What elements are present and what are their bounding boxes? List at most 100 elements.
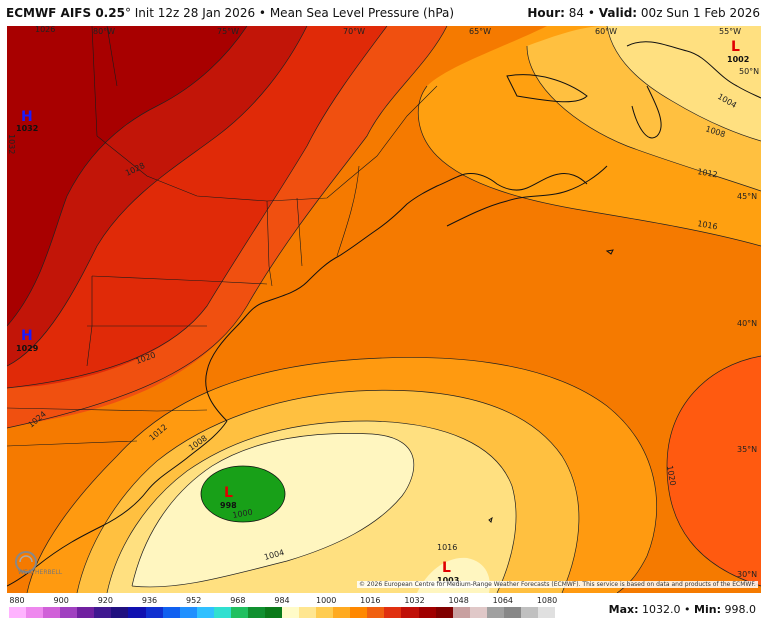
colorbar-swatch [60,607,78,618]
low-value: 998 [220,501,237,510]
pressure-colorbar [9,607,555,618]
contour-label: 1026 [35,26,55,34]
coastline-east [205,173,588,422]
low-symbol: L [442,560,451,576]
colorbar-swatch [213,607,231,618]
lat-label-35n: 35°N [737,445,757,454]
valid-info: Hour: 84 • Valid: 00z Sun 1 Feb 2026 [527,6,760,20]
isobar-1020 [7,26,448,429]
colorbar-swatch [435,607,453,618]
contour-label: 1012 [697,167,719,179]
coastline-nova-scotia [446,165,608,227]
lat-label-30n: 30°N [737,570,757,579]
colorbar-swatch [367,607,385,618]
map-canvas: 80°W 75°W 70°W 65°W 60°W 55°W 50°N 45°N … [7,26,761,593]
colorbar-tick-label: 1000 [315,596,337,605]
colorbar-swatch [162,607,180,618]
colorbar-tick-label: 920 [97,596,113,605]
max-value: 1032.0 [642,603,681,616]
colorbar-swatch [264,607,282,618]
colorbar-swatch [230,607,248,618]
isobar-1028 [7,26,308,367]
colorbar-tick-label: 952 [186,596,202,605]
isobar-s-1004 [131,433,415,588]
coastline-sable [605,249,614,255]
weatherbell-logo: WEATHERBELL [15,551,63,576]
low-center: L 1003 [437,560,459,585]
model-name: ECMWF AIFS 0.25 [6,6,125,20]
min-value: 998.0 [724,603,757,616]
colorbar-tick-label: 1064 [492,596,514,605]
pressure-map[interactable]: 80°W 75°W 70°W 65°W 60°W 55°W 50°N 45°N … [7,26,761,593]
isobar-ne-1008 [526,45,761,192]
isobar-1024 [7,26,388,389]
border-state-3 [7,407,208,412]
valid-label: Valid: [598,6,638,20]
lon-label-65w: 65°W [469,27,491,36]
low-value: 1002 [727,55,749,64]
colorbar-tick-label: 968 [230,596,246,605]
colorbar-swatch [196,607,214,618]
lon-label-60w: 60°W [595,27,617,36]
colorbar-swatch [77,607,95,618]
contour-label: 1032 [7,134,16,154]
contour-label: 1016 [437,543,457,552]
border-state-5 [86,276,93,367]
lat-label-50n: 50°N [739,67,759,76]
coastline-bermuda [488,516,493,523]
title-separator: • [258,6,266,20]
colorbar-swatch [316,607,334,618]
high-symbol: H [21,328,33,344]
isobar-s-1008 [106,420,517,593]
lon-label-75w: 75°W [217,27,239,36]
colorbar-tick-label: 880 [9,596,25,605]
field-name: Mean Sea Level Pressure (hPa) [269,6,455,20]
colorbar-swatch [503,607,521,618]
lon-label-70w: 70°W [343,27,365,36]
colorbar-swatch [94,607,112,618]
lon-label-55w: 55°W [719,27,741,36]
border-maine [336,165,360,257]
colorbar-swatch [43,607,61,618]
border-state-6 [266,200,273,287]
band-1032 [7,26,247,326]
valid-value: 00z Sun 1 Feb 2026 [640,6,760,20]
coastline-anticosti [506,74,588,103]
border-state-4 [7,440,138,447]
colorbar-swatch [452,607,470,618]
isobar-ne-1004 [606,26,761,142]
colorbar-tick-label: 1016 [360,596,381,605]
colorbar-tick-label: 1080 [536,596,558,605]
colorbar-swatch [247,607,265,618]
coastline-newfoundland-2 [631,85,662,139]
colorbar-swatch [111,607,129,618]
colorbar-tick-label: 1048 [448,596,469,605]
isobars [7,26,761,593]
degree-sign: ° [124,6,131,20]
min-label: Min: [694,603,721,616]
colorbar-tick-label: 900 [53,596,69,605]
logo-text: WEATHERBELL [18,569,63,576]
colorbar-swatch [9,607,27,618]
colorbar-swatch [145,607,163,618]
low-symbol: L [731,39,740,55]
max-min-stats: Max: 1032.0 • Min: 998.0 [609,603,756,616]
colorbar-swatch [401,607,419,618]
colorbar-swatch [333,607,351,618]
colorbar-swatch [520,607,538,618]
band-east-1020 [667,356,761,586]
colorbar-swatch [128,607,146,618]
border-state-1 [91,275,268,285]
stats-separator: • [684,603,691,616]
isobar-east-1020 [666,355,761,587]
colorbar-swatch [469,607,487,618]
hour-value: 84 [568,6,585,20]
lat-label-45n: 45°N [737,192,757,201]
border-state-7 [296,197,303,267]
max-label: Max: [608,603,639,616]
contour-label: 1000 [232,508,254,520]
low-center: L 1002 [727,39,749,64]
lon-label-80w: 80°W [93,27,115,36]
colorbar-swatch [384,607,402,618]
colorbar-swatch [350,607,368,618]
